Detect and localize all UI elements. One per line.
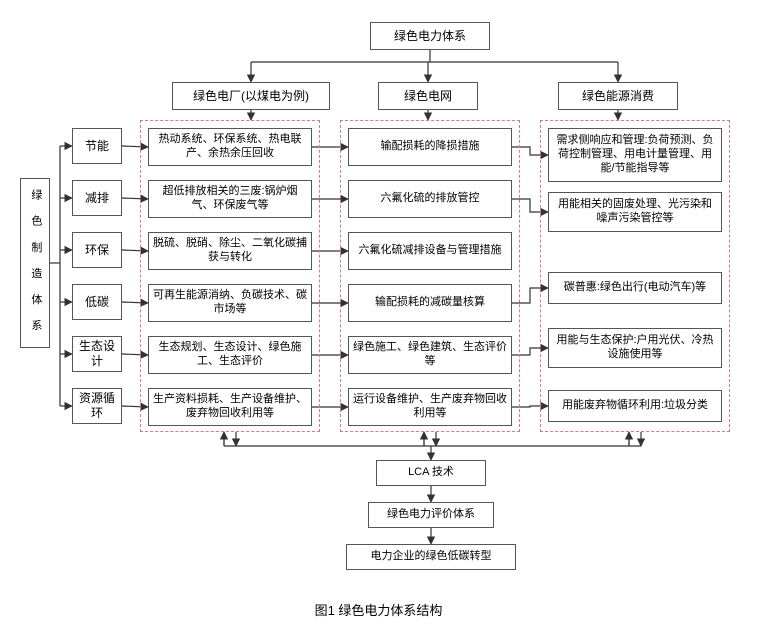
node-c2-2: 六氟化硫减排设备与管理措施 (348, 232, 512, 270)
node-c1-0: 热动系统、环保系统、热电联产、余热余压回收 (148, 128, 312, 166)
node-c1-3: 可再生能源消纳、负碳技术、碳市场等 (148, 284, 312, 322)
label: 环保 (85, 243, 109, 258)
label: 电力企业的绿色低碳转型 (371, 550, 492, 564)
label: 减排 (85, 191, 109, 206)
node-c2-5: 运行设备维护、生产废弃物回收利用等 (348, 388, 512, 426)
node-root: 绿色电力体系 (370, 22, 490, 50)
node-c1-2: 脱硫、脱硝、除尘、二氧化碳捕获与转化 (148, 232, 312, 270)
node-lca: LCA 技术 (376, 460, 486, 486)
node-c2-3: 输配损耗的减碳量核算 (348, 284, 512, 322)
node-c1-5: 生产资料损耗、生产设备维护、废弃物回收利用等 (148, 388, 312, 426)
label: 需求侧响应和管理:负荷预测、负荷控制管理、用电计量管理、用能/节能指导等 (553, 134, 717, 175)
label: 脱硫、脱硝、除尘、二氧化碳捕获与转化 (153, 237, 307, 265)
label: 运行设备维护、生产废弃物回收利用等 (353, 393, 507, 421)
node-cat-2: 环保 (72, 232, 122, 268)
node-eval: 绿色电力评价体系 (368, 502, 494, 528)
node-cat-3: 低碳 (72, 284, 122, 320)
label: LCA 技术 (408, 466, 454, 480)
label: 热动系统、环保系统、热电联产、余热余压回收 (153, 133, 307, 161)
label: 输配损耗的减碳量核算 (375, 296, 485, 310)
node-c2-0: 输配损耗的降损措施 (348, 128, 512, 166)
label: 绿色电网 (404, 89, 452, 104)
label: 绿色电厂(以煤电为例) (193, 89, 309, 104)
label: 资源循环 (77, 391, 117, 421)
label: 绿色电力评价体系 (387, 508, 475, 522)
node-cat-5: 资源循环 (72, 388, 122, 424)
label: 生产资料损耗、生产设备维护、废弃物回收利用等 (153, 393, 307, 421)
node-cat-4: 生态设计 (72, 336, 122, 372)
node-c3-1: 用能相关的固废处理、光污染和噪声污染管控等 (548, 192, 722, 232)
label: 输配损耗的降损措施 (381, 140, 480, 154)
figure-caption: 图1 绿色电力体系结构 (0, 600, 757, 619)
node-head-col1: 绿色电厂(以煤电为例) (172, 82, 330, 110)
label: 可再生能源消纳、负碳技术、碳市场等 (153, 289, 307, 317)
node-c2-1: 六氟化硫的排放管控 (348, 180, 512, 218)
label: 绿色施工、绿色建筑、生态评价等 (353, 341, 507, 369)
diagram-canvas: 绿色电力体系 绿色电厂(以煤电为例) 绿色电网 绿色能源消费 绿 色 制 造 体… (0, 0, 757, 631)
label: 节能 (85, 139, 109, 154)
label: 六氟化硫减排设备与管理措施 (359, 244, 502, 258)
label: 绿色电力体系 (394, 29, 466, 44)
label: 用能废弃物循环利用:垃圾分类 (562, 399, 708, 413)
label: 六氟化硫的排放管控 (381, 192, 480, 206)
label: 绿 色 制 造 体 系 (28, 189, 42, 336)
node-trans: 电力企业的绿色低碳转型 (346, 544, 516, 570)
label: 生态设计 (77, 339, 117, 369)
dashed-group-col1 (140, 120, 320, 432)
node-head-col3: 绿色能源消费 (558, 82, 678, 110)
node-cat-1: 减排 (72, 180, 122, 216)
label: 图1 绿色电力体系结构 (315, 603, 443, 618)
label: 用能与生态保护:户用光伏、冷热设施使用等 (553, 334, 717, 362)
label: 低碳 (85, 295, 109, 310)
node-c3-4: 用能废弃物循环利用:垃圾分类 (548, 390, 722, 422)
node-c3-0: 需求侧响应和管理:负荷预测、负荷控制管理、用电计量管理、用能/节能指导等 (548, 128, 722, 182)
node-c2-4: 绿色施工、绿色建筑、生态评价等 (348, 336, 512, 374)
node-c3-2: 碳普惠:绿色出行(电动汽车)等 (548, 272, 722, 304)
node-c1-4: 生态规划、生态设计、绿色施工、生态评价 (148, 336, 312, 374)
node-head-col2: 绿色电网 (378, 82, 478, 110)
dashed-group-col2 (340, 120, 520, 432)
label: 用能相关的固废处理、光污染和噪声污染管控等 (553, 198, 717, 226)
node-c1-1: 超低排放相关的三废:锅炉烟气、环保废气等 (148, 180, 312, 218)
node-cat-0: 节能 (72, 128, 122, 164)
node-c3-3: 用能与生态保护:户用光伏、冷热设施使用等 (548, 328, 722, 368)
label: 碳普惠:绿色出行(电动汽车)等 (564, 281, 706, 295)
label: 超低排放相关的三废:锅炉烟气、环保废气等 (153, 185, 307, 213)
label: 绿色能源消费 (582, 89, 654, 104)
label: 生态规划、生态设计、绿色施工、生态评价 (153, 341, 307, 369)
node-system: 绿 色 制 造 体 系 (20, 178, 50, 348)
